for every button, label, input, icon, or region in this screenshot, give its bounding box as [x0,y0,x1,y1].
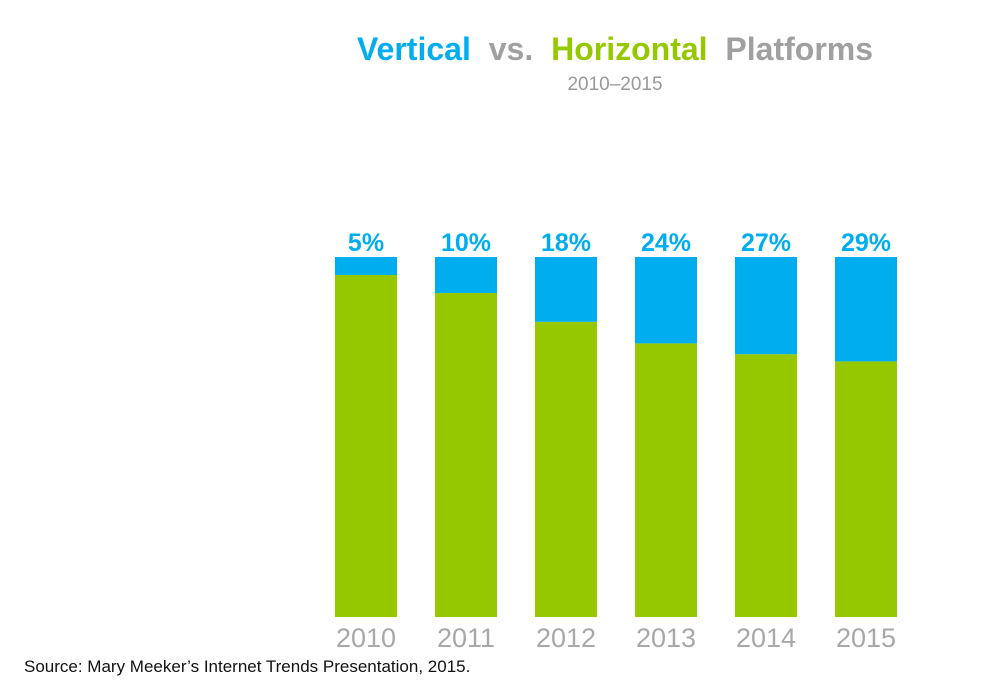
bar-horizontal-2015 [835,361,897,617]
x-tick-2015: 2015 [836,623,896,653]
chart-subtitle: 2010–2015 [567,74,662,95]
x-tick-2010: 2010 [336,623,396,653]
title-vs: vs. [489,31,533,67]
bar-vertical-2011 [435,257,497,293]
bar-vertical-2010 [335,257,397,275]
x-tick-2012: 2012 [536,623,596,653]
bar-horizontal-2011 [435,293,497,617]
bar-horizontal-2010 [335,275,397,617]
bar-horizontal-2012 [535,321,597,617]
data-label-2013: 24% [641,229,691,257]
bar-vertical-2012 [535,257,597,322]
bar-horizontal-2014 [735,354,797,617]
x-axis-ticks: 2010 2011 2012 2013 2014 2015 [336,623,896,653]
title-platforms: Platforms [725,31,873,67]
bars-group [335,257,897,617]
source-note: Source: Mary Meeker’s Internet Trends Pr… [24,657,471,676]
x-tick-2013: 2013 [636,623,696,653]
title-horizontal: Horizontal [551,31,707,67]
title-vertical: Vertical [357,31,471,67]
data-label-2010: 5% [348,229,384,257]
data-label-2014: 27% [741,229,791,257]
data-label-2011: 10% [441,229,491,257]
chart-title: Vertical vs. Horizontal Platforms [357,31,873,67]
data-labels-group: 5% 10% 18% 24% 27% 29% [348,229,891,257]
bar-vertical-2013 [635,257,697,344]
bar-horizontal-2013 [635,343,697,617]
bar-vertical-2014 [735,257,797,355]
x-tick-2014: 2014 [736,623,796,653]
bar-vertical-2015 [835,257,897,362]
x-tick-2011: 2011 [437,623,495,653]
data-label-2015: 29% [841,229,891,257]
data-label-2012: 18% [541,229,591,257]
